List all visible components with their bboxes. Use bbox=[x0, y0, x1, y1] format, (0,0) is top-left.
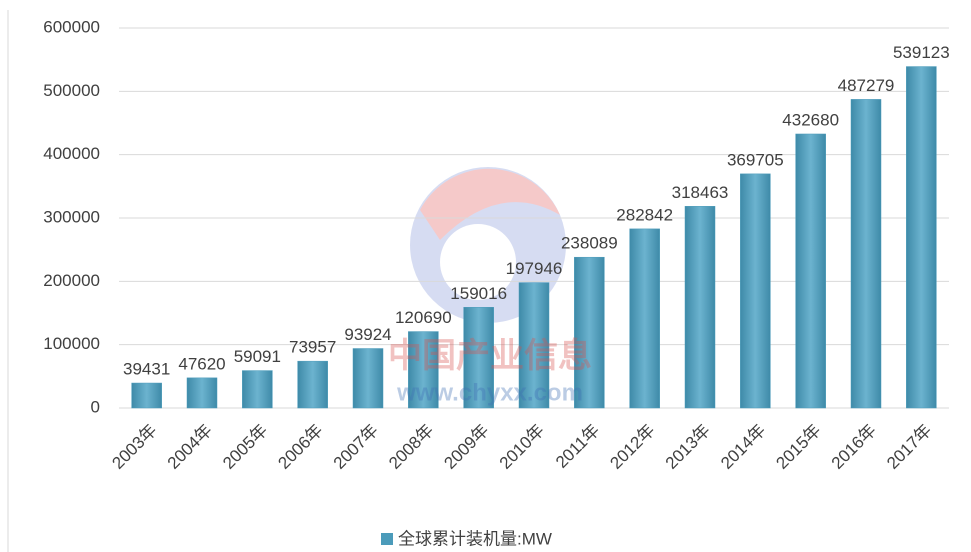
data-label: 47620 bbox=[178, 354, 225, 373]
data-label: 120690 bbox=[395, 308, 452, 327]
x-tick-label: 2008年 bbox=[385, 421, 437, 473]
x-tick-label: 2009年 bbox=[440, 421, 492, 473]
data-label: 159016 bbox=[450, 284, 507, 303]
data-label: 487279 bbox=[838, 76, 895, 95]
bar bbox=[408, 331, 439, 409]
data-label: 238089 bbox=[561, 234, 618, 253]
y-tick-label: 400000 bbox=[43, 144, 100, 163]
data-label: 39431 bbox=[123, 360, 170, 379]
bar bbox=[463, 307, 494, 409]
bar bbox=[131, 382, 162, 409]
bar bbox=[242, 370, 273, 409]
data-label: 93924 bbox=[344, 325, 391, 344]
x-tick-label: 2014年 bbox=[717, 421, 769, 473]
data-label: 59091 bbox=[234, 347, 281, 366]
data-label: 539123 bbox=[893, 43, 950, 62]
y-tick-label: 100000 bbox=[43, 334, 100, 353]
bar bbox=[629, 228, 660, 409]
x-tick-label: 2017年 bbox=[883, 421, 935, 473]
data-label: 369705 bbox=[727, 150, 784, 169]
data-label: 73957 bbox=[289, 338, 336, 357]
data-label: 197946 bbox=[506, 259, 563, 278]
x-tick-label: 2007年 bbox=[330, 421, 382, 473]
bar bbox=[518, 282, 550, 409]
x-tick-label: 2013年 bbox=[662, 421, 714, 473]
x-tick-label: 2015年 bbox=[772, 421, 824, 473]
data-label: 432680 bbox=[782, 110, 839, 129]
bar bbox=[574, 256, 605, 409]
watermark-name: 中国产业信息 bbox=[388, 336, 592, 375]
data-label: 318463 bbox=[672, 183, 729, 202]
y-tick-label: 300000 bbox=[43, 207, 100, 226]
bar bbox=[740, 173, 771, 409]
x-tick-label: 2011年 bbox=[552, 421, 603, 472]
bar bbox=[352, 348, 384, 409]
bar bbox=[684, 206, 716, 409]
x-tick-label: 2016年 bbox=[828, 421, 880, 473]
legend-label: 全球累计装机量:MW bbox=[398, 529, 552, 548]
x-tick-label: 2005年 bbox=[219, 421, 271, 473]
bar bbox=[850, 99, 882, 409]
x-tick-label: 2003年 bbox=[108, 421, 160, 473]
data-label: 282842 bbox=[616, 205, 673, 224]
y-tick-label: 600000 bbox=[43, 17, 100, 36]
bar bbox=[186, 377, 218, 409]
legend-swatch bbox=[381, 533, 393, 545]
y-tick-label: 200000 bbox=[43, 271, 100, 290]
x-tick-label: 2004年 bbox=[164, 421, 216, 473]
bar bbox=[906, 66, 937, 409]
y-tick-label: 0 bbox=[91, 397, 100, 416]
x-tick-label: 2010年 bbox=[496, 421, 548, 473]
x-tick-label: 2006年 bbox=[274, 421, 326, 473]
y-tick-label: 500000 bbox=[43, 81, 100, 100]
watermark-url: www.chyxx.com bbox=[396, 379, 583, 406]
bar bbox=[297, 360, 328, 409]
bar bbox=[795, 133, 826, 409]
x-tick-label: 2012年 bbox=[606, 421, 658, 473]
